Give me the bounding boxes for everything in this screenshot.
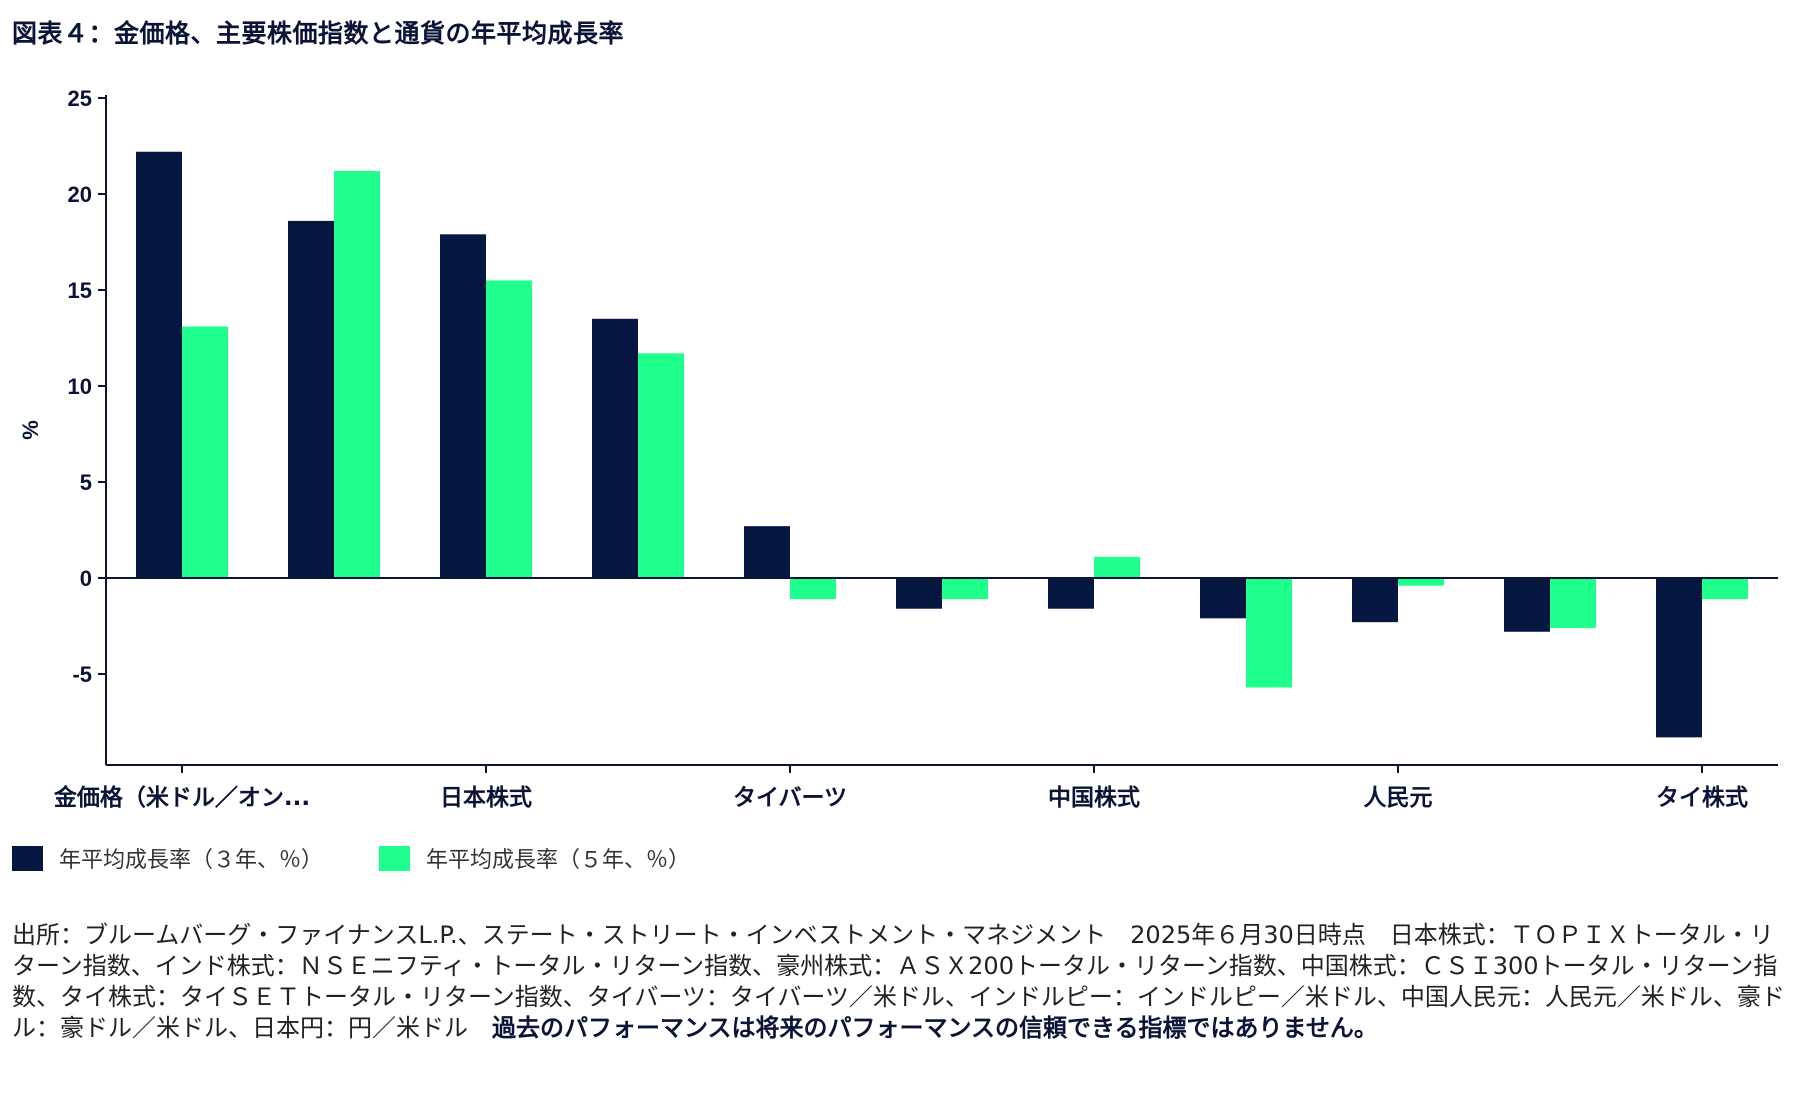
bar-5yr-1 xyxy=(334,170,380,578)
y-tick-label: -5 xyxy=(72,662,92,687)
bar-3yr-7 xyxy=(1200,578,1246,619)
source-note: 出所：ブルームバーグ・ファイナンスL.P.、ステート・ストリート・インベストメン… xyxy=(12,920,1792,1044)
legend-swatch-3yr xyxy=(12,845,43,871)
bar-3yr-9 xyxy=(1504,578,1550,632)
bar-3yr-10 xyxy=(1656,578,1702,738)
legend-swatch-5yr xyxy=(379,845,411,871)
x-tick-label: 日本株式 xyxy=(440,785,532,811)
bar-5yr-5 xyxy=(942,578,988,600)
bar-5yr-3 xyxy=(638,353,684,578)
bar-chart: 25 20 15 10 5 0 -5% 金価格（米ドル／オン... 日本株式 タイバーツ 中国株式 人… xyxy=(18,86,1778,811)
x-tick-label: タイバーツ xyxy=(733,785,847,811)
y-tick-label: 5 xyxy=(80,470,92,495)
y-tick-label: 25 xyxy=(68,86,92,111)
bar-5yr-2 xyxy=(486,280,532,578)
bar-5yr-7 xyxy=(1246,578,1292,688)
x-tick-label: 金価格（米ドル／オン... xyxy=(53,784,310,811)
bar-5yr-4 xyxy=(790,578,836,600)
legend-label-5yr: 年平均成長率（５年、％） xyxy=(426,848,691,873)
x-tick-label: 人民元 xyxy=(1364,785,1433,811)
chart-title: 図表４：金価格、主要株価指数と通貨の年平均成長率 xyxy=(12,19,625,48)
bar-5yr-10 xyxy=(1702,578,1748,600)
y-tick-label: 10 xyxy=(68,374,92,399)
bar-3yr-2 xyxy=(440,234,486,578)
y-tick-label: 15 xyxy=(68,278,92,303)
legend: 年平均成長率（３年、％） 年平均成長率（５年、％） xyxy=(12,842,746,874)
bar-5yr-9 xyxy=(1550,578,1596,628)
legend-label-3yr: 年平均成長率（３年、％） xyxy=(59,848,324,873)
x-tick-label: タイ株式 xyxy=(1656,785,1748,811)
bar-3yr-1 xyxy=(288,220,334,578)
performance-warning: 過去のパフォーマンスは将来のパフォーマンスの信頼できる指標ではありません。 xyxy=(492,1014,1378,1042)
bar-5yr-0 xyxy=(182,326,228,578)
x-tick-label: 中国株式 xyxy=(1048,785,1140,811)
bar-5yr-6 xyxy=(1094,556,1140,578)
bar-5yr-8 xyxy=(1398,578,1444,586)
y-tick-label: 0 xyxy=(80,566,92,591)
y-tick-label: 20 xyxy=(68,182,92,207)
bar-3yr-5 xyxy=(896,578,942,609)
y-axis-label: % xyxy=(18,420,43,440)
bar-3yr-3 xyxy=(592,318,638,578)
legend-item-5yr: 年平均成長率（５年、％） xyxy=(379,842,690,874)
bar-3yr-0 xyxy=(136,151,182,578)
bar-3yr-4 xyxy=(744,526,790,578)
source-text: 出所：ブルームバーグ・ファイナンスL.P.、ステート・ストリート・インベストメン… xyxy=(12,921,1785,1042)
bar-3yr-8 xyxy=(1352,578,1398,623)
bar-3yr-6 xyxy=(1048,578,1094,609)
legend-item-3yr: 年平均成長率（３年、％） xyxy=(12,842,323,874)
